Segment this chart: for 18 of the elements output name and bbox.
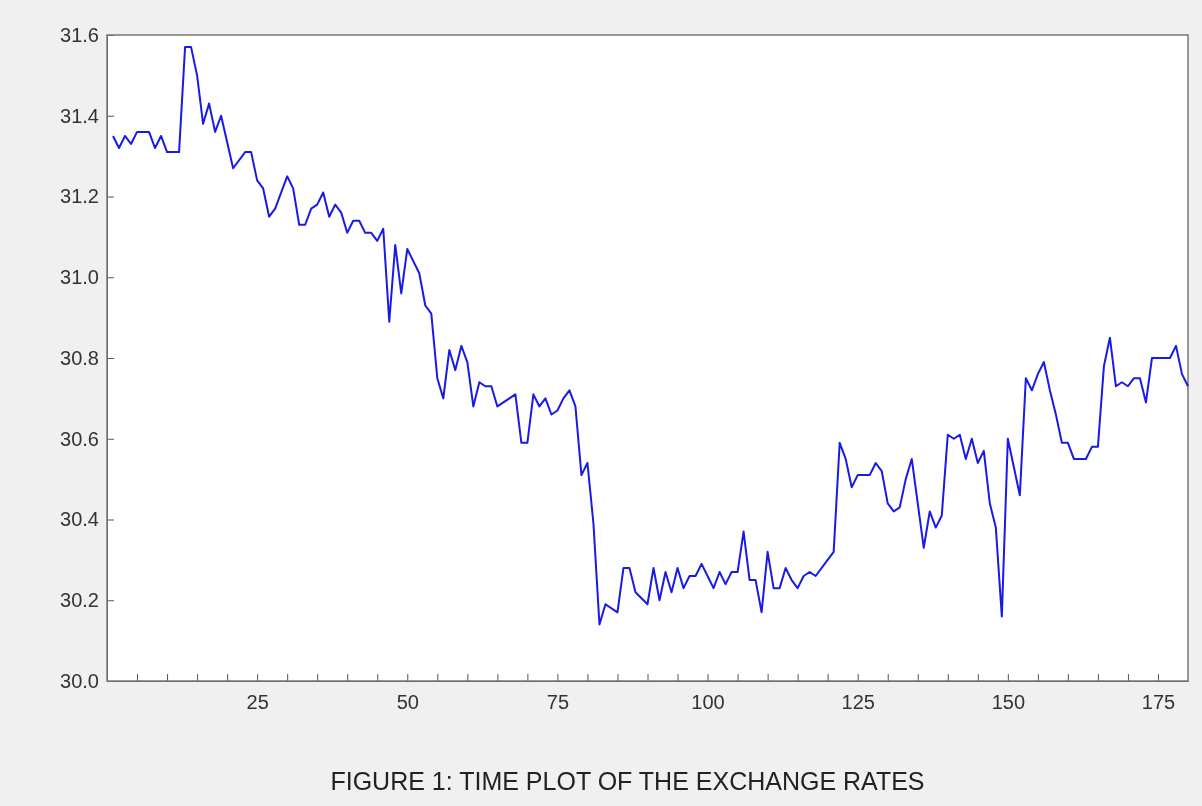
- x-tick-label: 175: [1141, 691, 1176, 714]
- text: FIGURE 1: TIME PLOT OF THE EXCHANGE RATES: [330, 767, 925, 795]
- line-series: [112, 46, 1189, 626]
- x-tick-label: 125: [841, 691, 875, 714]
- y-tick-label: 31.4: [60, 104, 99, 127]
- y-tick-label: 30.4: [60, 508, 99, 531]
- y-tick-label: 30.8: [60, 346, 99, 369]
- x-tick-label: 100: [691, 691, 725, 714]
- x-tick-label: 50: [396, 691, 419, 714]
- x-tick-label: 150: [991, 691, 1026, 714]
- y-tick-label: 30.2: [60, 589, 99, 612]
- x-tick-label: 25: [246, 691, 269, 714]
- y-tick-label: 31.0: [60, 266, 99, 289]
- y-tick-label: 31.6: [60, 23, 99, 46]
- y-tick-label: 30.6: [60, 427, 99, 450]
- y-tick-label: 31.2: [60, 185, 99, 208]
- y-tick-label: 30.0: [60, 669, 99, 692]
- x-tick-label: 75: [546, 691, 570, 714]
